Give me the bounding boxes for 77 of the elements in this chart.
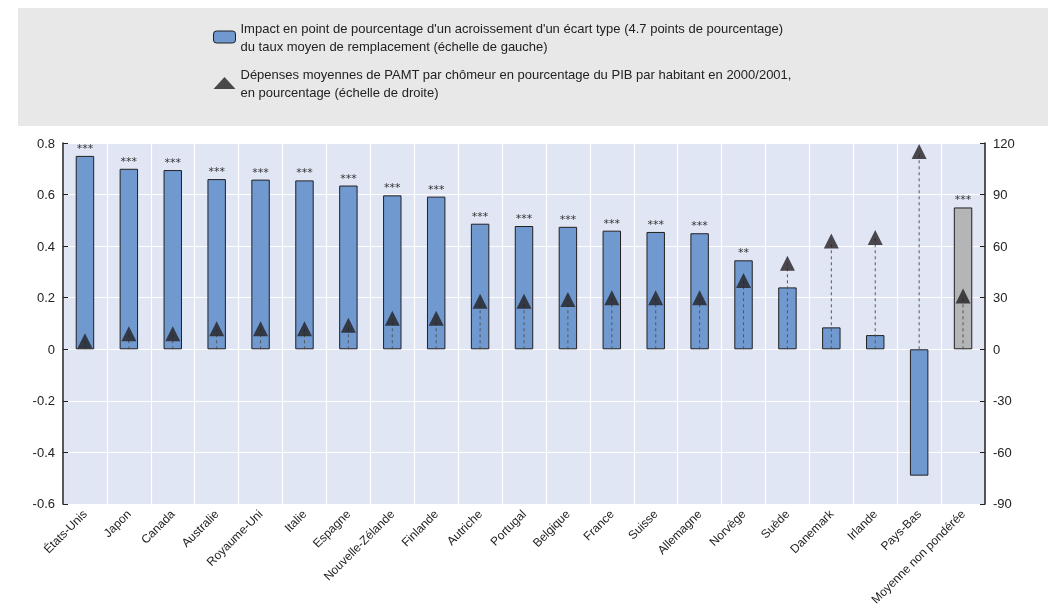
y2-tick-label: 30 bbox=[993, 290, 1008, 306]
y-tick-label: -0.2 bbox=[32, 393, 55, 409]
point bbox=[779, 255, 795, 271]
point bbox=[823, 233, 839, 249]
point bbox=[604, 290, 620, 306]
data-label: *** bbox=[164, 156, 182, 170]
y-tick-label: 0.8 bbox=[36, 135, 55, 151]
bar bbox=[646, 231, 665, 350]
point bbox=[209, 321, 225, 337]
y2-tick-label: 60 bbox=[993, 238, 1008, 254]
bar bbox=[514, 226, 534, 350]
bar bbox=[953, 207, 973, 350]
y-tick-label: 0 bbox=[47, 341, 55, 357]
bar bbox=[383, 195, 402, 350]
data-label: *** bbox=[340, 171, 358, 185]
data-label: *** bbox=[647, 217, 665, 231]
bar bbox=[251, 179, 270, 350]
bar bbox=[426, 196, 446, 350]
point bbox=[253, 321, 269, 337]
bar bbox=[339, 185, 358, 350]
data-label: *** bbox=[76, 141, 94, 155]
bar bbox=[602, 230, 622, 350]
data-label: *** bbox=[515, 212, 533, 226]
bar bbox=[119, 168, 139, 350]
point bbox=[296, 321, 312, 337]
data-label: *** bbox=[252, 165, 270, 179]
point bbox=[428, 310, 444, 326]
point bbox=[648, 290, 664, 306]
y-tick-label: 0.4 bbox=[36, 238, 55, 254]
point bbox=[560, 291, 576, 307]
bar bbox=[778, 287, 797, 350]
y-tick-label: -0.4 bbox=[32, 444, 55, 460]
bar bbox=[690, 233, 709, 350]
y2-tick-label: 90 bbox=[993, 187, 1008, 203]
bar bbox=[295, 180, 314, 350]
data-label: *** bbox=[559, 212, 577, 226]
point bbox=[77, 333, 93, 349]
point bbox=[736, 273, 752, 289]
data-label: *** bbox=[296, 166, 314, 180]
point bbox=[165, 326, 181, 342]
y-tick-label: -0.6 bbox=[32, 496, 55, 512]
bar bbox=[866, 335, 885, 350]
y2-tick-label: 120 bbox=[993, 135, 1015, 151]
bar bbox=[909, 349, 929, 476]
y2-tick-label: 0 bbox=[993, 341, 1001, 357]
y-tick-label: 0.2 bbox=[36, 290, 55, 306]
point bbox=[692, 290, 708, 306]
y2-tick-label: -90 bbox=[993, 496, 1012, 512]
bar bbox=[470, 223, 490, 350]
data-label: *** bbox=[954, 193, 972, 207]
bar bbox=[75, 155, 95, 350]
data-label: *** bbox=[471, 209, 489, 223]
point bbox=[955, 288, 971, 304]
point bbox=[911, 144, 927, 160]
data-label: *** bbox=[384, 181, 402, 195]
y2-tick-label: -60 bbox=[993, 444, 1012, 460]
y-tick-label: 0.6 bbox=[36, 187, 55, 203]
data-label: ** bbox=[738, 246, 750, 260]
point bbox=[867, 230, 883, 246]
data-label: *** bbox=[120, 154, 138, 168]
data-label: *** bbox=[691, 219, 709, 233]
point bbox=[384, 310, 400, 326]
bar bbox=[822, 327, 841, 350]
point bbox=[516, 293, 532, 309]
data-label: *** bbox=[603, 216, 621, 230]
y2-tick-label: -30 bbox=[993, 393, 1012, 409]
bar bbox=[734, 260, 753, 350]
data-label: *** bbox=[427, 182, 445, 196]
point bbox=[472, 293, 488, 309]
point bbox=[121, 326, 137, 342]
legend-label: Dépenses moyennes de PAMT par chômeur en pourcentage du PIB par habitant en 2000/2001, en pourcentage (échelle de droite) bbox=[240, 66, 792, 100]
legend-label: Impact en point de pourcentage d'un acroissement d'un écart type (4.7 points de pourcentage) du taux moyen de remplacement (échelle de gauche) bbox=[240, 20, 784, 54]
data-label: *** bbox=[208, 165, 226, 179]
bar bbox=[163, 170, 182, 350]
bar bbox=[558, 226, 578, 350]
point bbox=[340, 317, 356, 333]
bar bbox=[207, 179, 226, 350]
